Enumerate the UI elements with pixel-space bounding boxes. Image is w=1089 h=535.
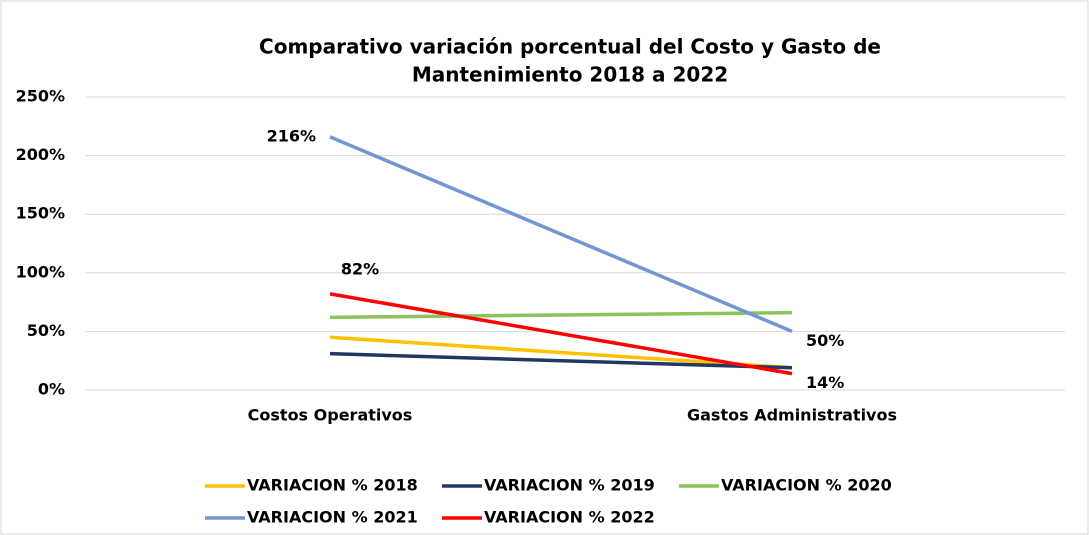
y-tick-label: 250% xyxy=(16,87,65,106)
series-line xyxy=(329,335,793,370)
series-line xyxy=(329,310,793,320)
y-tick-label: 100% xyxy=(16,262,65,281)
y-tick-label: 50% xyxy=(27,321,65,340)
series-line xyxy=(329,351,793,370)
data-label: 50% xyxy=(806,331,844,350)
y-tick-label: 150% xyxy=(16,204,65,223)
series-line xyxy=(329,135,793,334)
chart-title: Mantenimiento 2018 a 2022 xyxy=(412,63,728,87)
legend-label: VARIACION % 2021 xyxy=(247,508,418,527)
legend-label: VARIACION % 2022 xyxy=(484,508,655,527)
chart-title: Comparativo variación porcentual del Cos… xyxy=(259,35,881,59)
legend-label: VARIACION % 2020 xyxy=(721,476,892,495)
x-tick-label: Costos Operativos xyxy=(248,406,413,425)
legend-label: VARIACION % 2018 xyxy=(247,476,418,495)
series-line xyxy=(329,292,793,376)
legend-label: VARIACION % 2019 xyxy=(484,476,655,495)
x-tick-label: Gastos Administrativos xyxy=(687,406,897,425)
data-label: 82% xyxy=(341,259,379,278)
y-tick-label: 0% xyxy=(38,380,65,399)
data-label: 14% xyxy=(806,373,844,392)
data-label: 216% xyxy=(267,126,316,145)
y-tick-label: 200% xyxy=(16,145,65,164)
